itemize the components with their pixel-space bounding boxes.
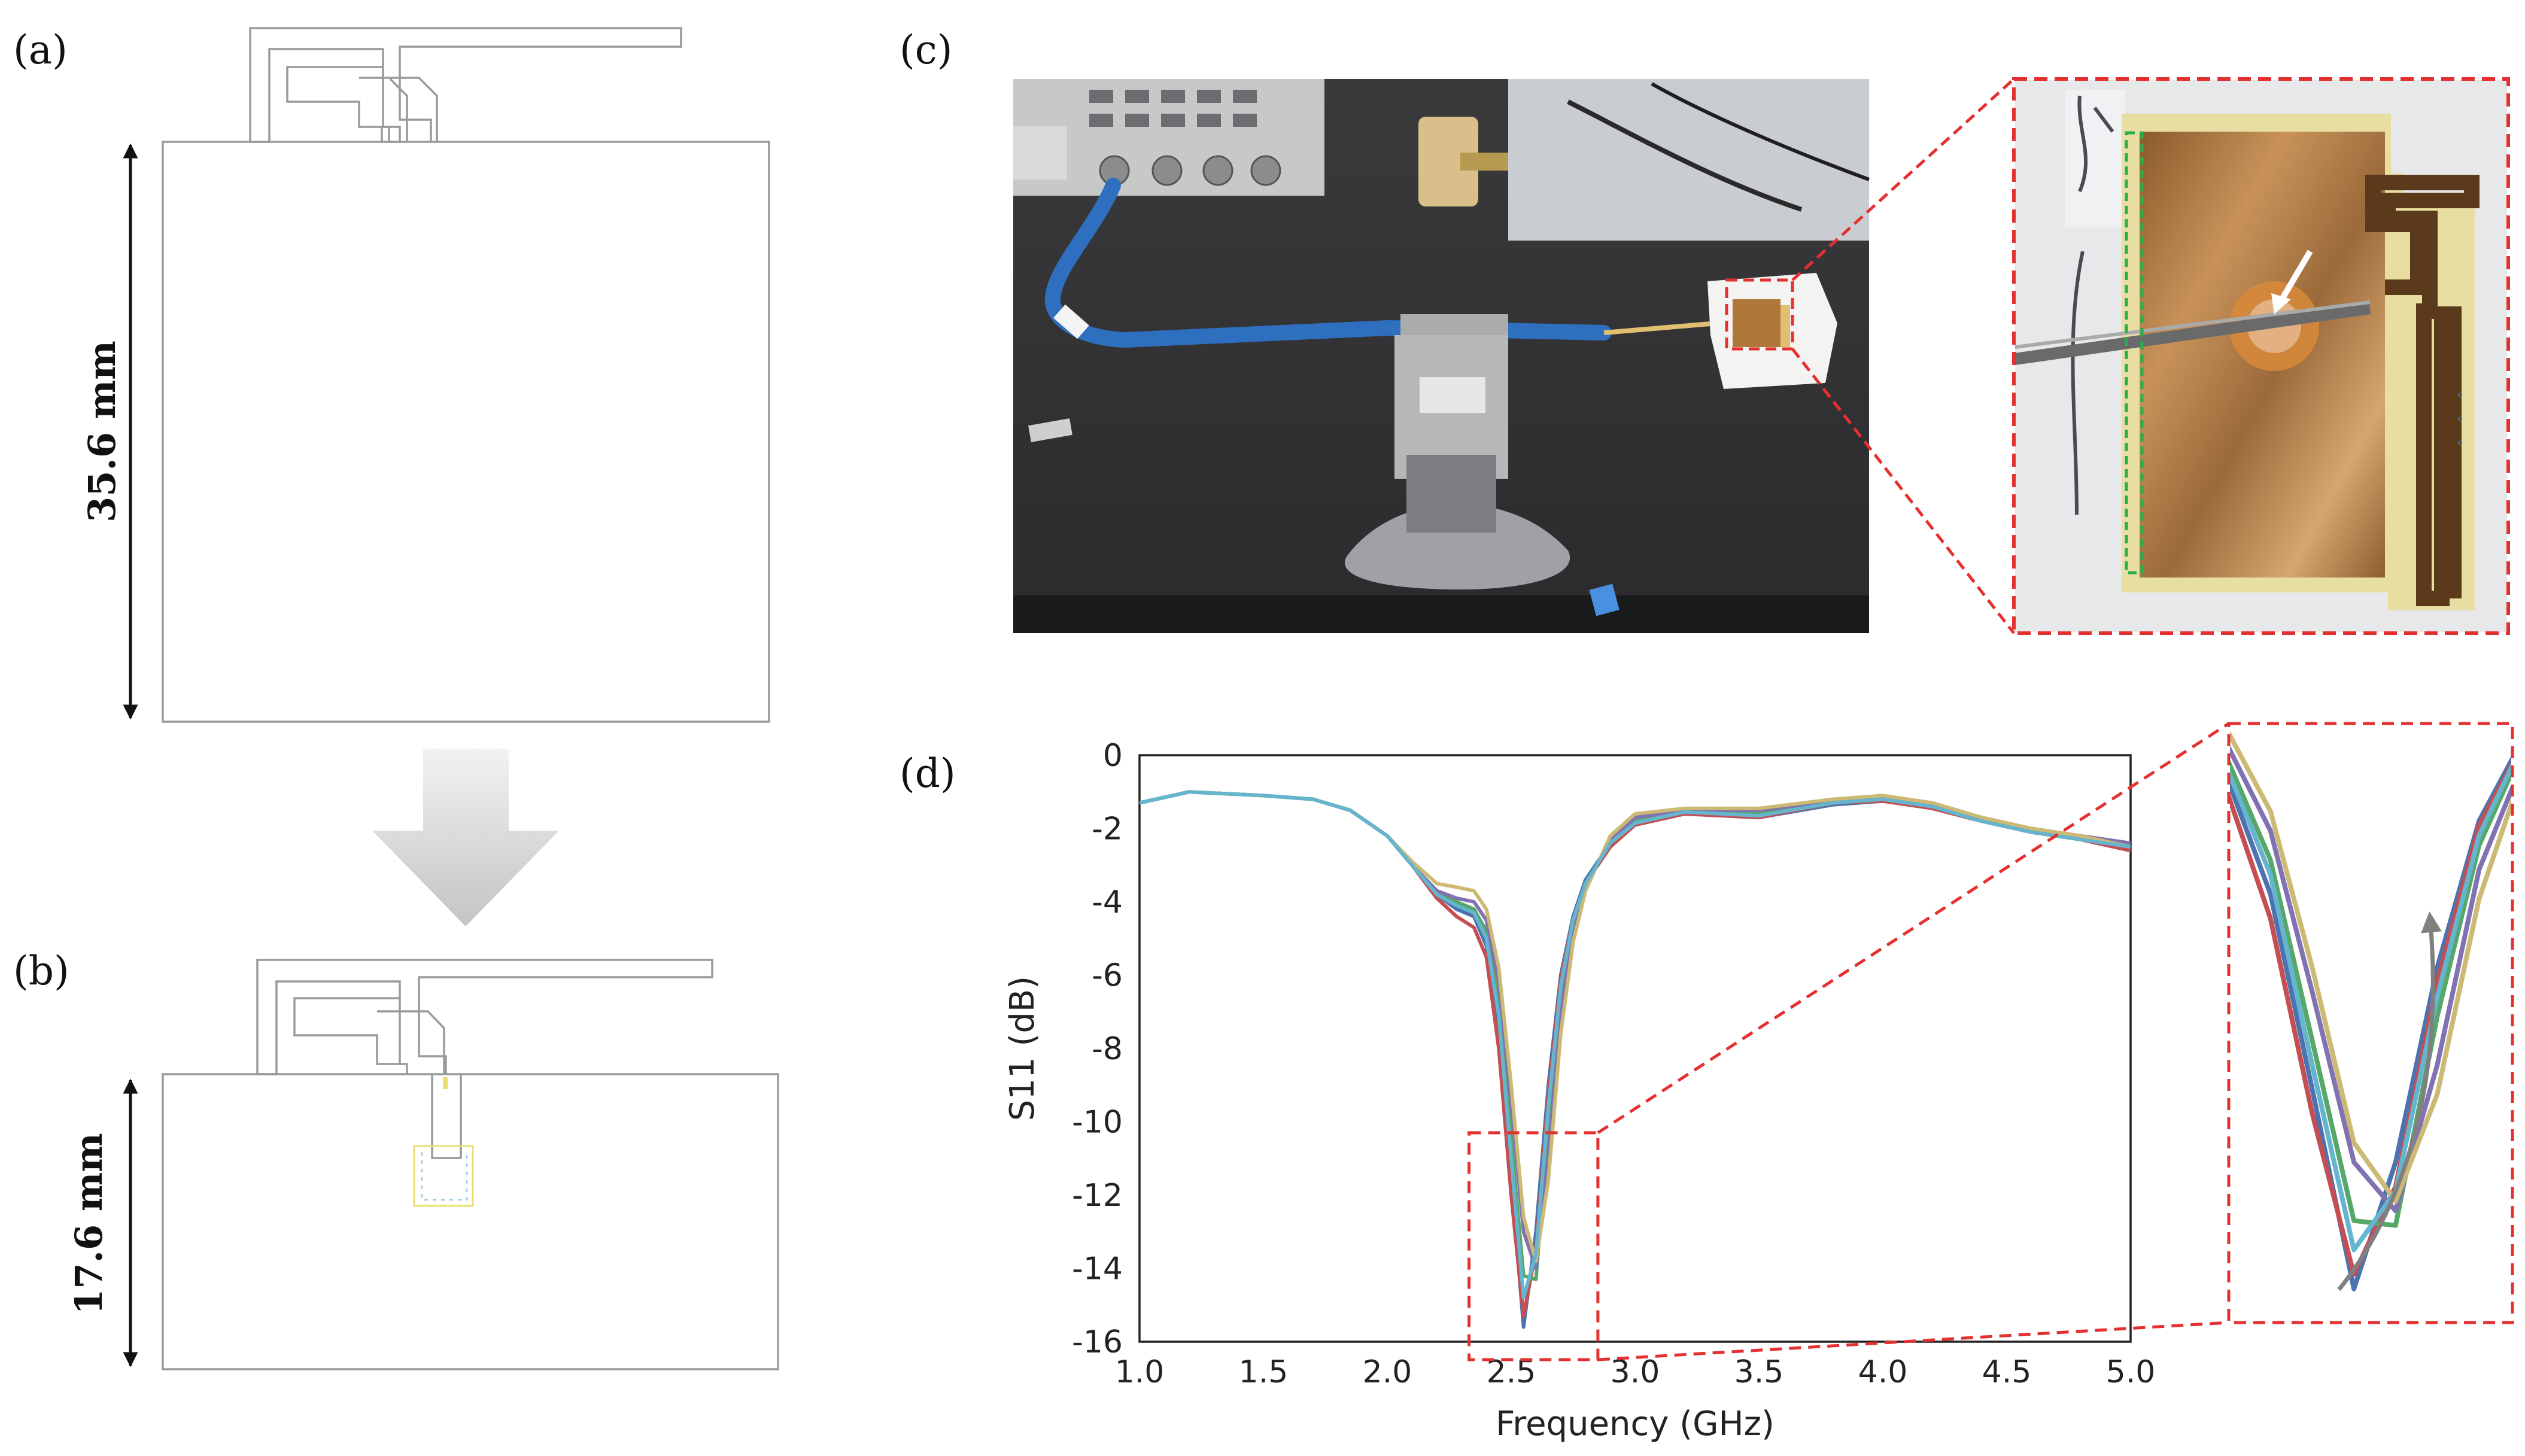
inset-series-line-1 [2230, 755, 2511, 1291]
antenna-trace-a [249, 27, 682, 143]
chart-inset-frame [2227, 722, 2514, 1324]
plot-area [1138, 754, 2132, 1343]
panel-a-label: (a) [13, 27, 68, 73]
x-tick-label: 5.0 [2106, 1354, 2156, 1390]
series-group [1140, 790, 2131, 1329]
y-tick-label: -8 [1092, 1031, 1123, 1067]
inset-series-line-6 [2230, 762, 2511, 1253]
y-tick-label: -6 [1092, 958, 1123, 994]
transition-arrow [372, 749, 559, 926]
s11-chart: 1.0 1.5 2.0 2.5 3.0 3.5 4.0 4.5 5.0 0-2-4-6-8-10… [1003, 722, 2230, 1443]
x-tick-label: 3.5 [1734, 1354, 1784, 1390]
panel-b-label: (b) [13, 948, 69, 994]
zoom-link-bottom [1597, 1321, 2229, 1361]
ground-plane-a [162, 141, 770, 723]
photo-zoom-box [1725, 278, 1794, 351]
chart-zoom-inset [2227, 722, 2514, 1324]
y-tick-label: -12 [1072, 1178, 1123, 1214]
y-tick-label: -14 [1072, 1251, 1123, 1287]
series-line-6 [1140, 790, 2131, 1300]
green-marker [2125, 131, 2144, 575]
dimension-label-b: 17.6 mm [67, 1133, 111, 1315]
x-tick-label: 3.0 [1611, 1354, 1660, 1390]
matching-pad-b [413, 1145, 474, 1207]
y-tick-label: 0 [1103, 738, 1123, 774]
x-tick-label: 1.0 [1115, 1354, 1165, 1390]
x-tick-labels: 1.0 1.5 2.0 2.5 3.0 3.5 4.0 4.5 5.0 [1115, 1354, 2156, 1390]
y-tick-label: -16 [1072, 1324, 1123, 1360]
inset-series-line-4 [2230, 746, 2511, 1214]
sample-zoom-photo [2014, 80, 2507, 632]
zoom-link-top [1597, 722, 2230, 1134]
feed-line-b [431, 1074, 462, 1159]
chart-zoom-box [1467, 1131, 1600, 1361]
storage-box [1508, 79, 1869, 241]
x-tick-label: 1.5 [1239, 1354, 1289, 1390]
trend-arrow [2337, 911, 2442, 1291]
y-tick-label: -2 [1092, 811, 1123, 847]
feed-gap-a [381, 126, 401, 143]
x-tick-label: 4.5 [1982, 1354, 2032, 1390]
panel-d-label: (d) [900, 750, 956, 797]
y-axis-label: S11 (dB) [1003, 976, 1042, 1121]
antenna-a [162, 27, 770, 723]
photo-inset-frame [2012, 77, 2510, 635]
panel-c-label: (c) [900, 27, 952, 73]
x-tick-label: 2.0 [1363, 1354, 1412, 1390]
antenna-trace-b [256, 959, 713, 1075]
y-tick-label: -10 [1072, 1105, 1123, 1141]
antenna-b [162, 959, 779, 1370]
dimension-label-a: 35.6 mm [80, 341, 124, 522]
y-tick-label: -4 [1092, 884, 1123, 920]
lab-setup-photo [1013, 79, 1870, 633]
ground-plane-b [162, 1073, 779, 1370]
x-axis-label: Frequency (GHz) [1496, 1405, 1775, 1443]
coax-cable [1044, 178, 1612, 348]
y-tick-labels: 0 -2 -4 -6 -8 -10 -12 -14 -16 [1072, 738, 1123, 1360]
inset-series-line-5 [2230, 731, 2511, 1204]
x-tick-label: 4.0 [1858, 1354, 1908, 1390]
